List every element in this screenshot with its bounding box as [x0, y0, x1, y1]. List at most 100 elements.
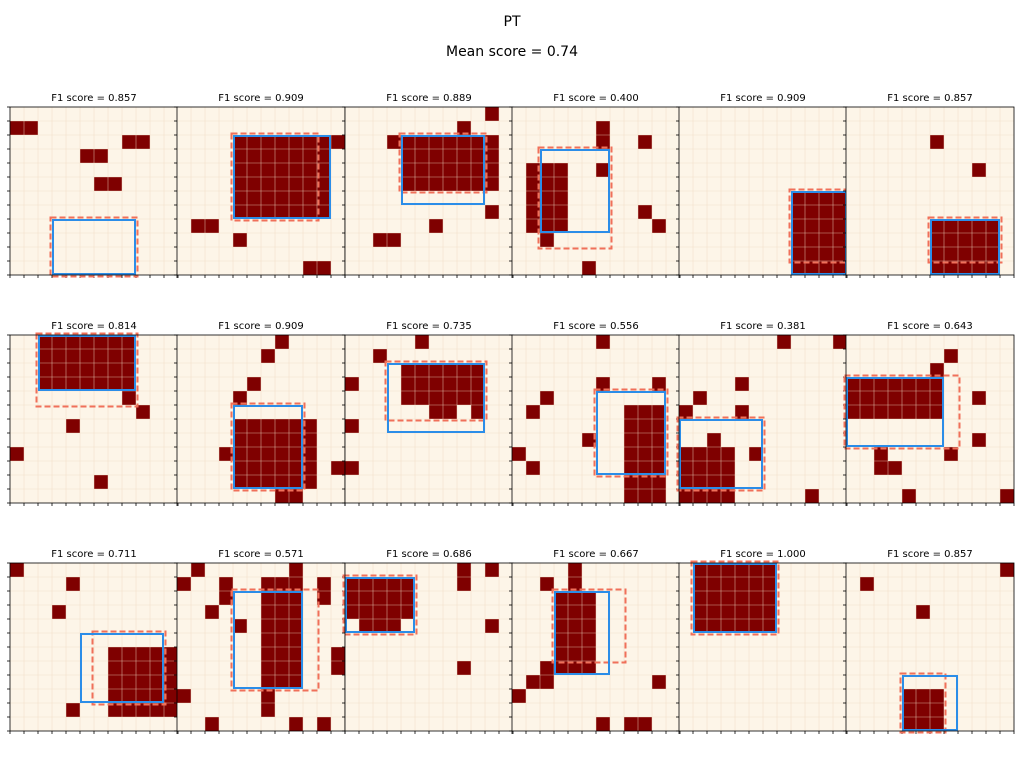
heatmap-panel — [342, 562, 514, 734]
filled-cell-block — [526, 461, 540, 475]
filled-cell-block — [359, 619, 401, 633]
filled-cell-block — [289, 675, 303, 689]
ground-truth-box — [384, 360, 488, 422]
filled-cell-block — [582, 261, 596, 275]
filled-cell-block — [972, 433, 986, 447]
filled-cell-block — [679, 405, 693, 419]
filled-cell-block — [345, 377, 359, 391]
filled-cell-block — [457, 121, 471, 135]
ground-truth-box — [91, 630, 167, 706]
filled-cell-block — [652, 377, 666, 391]
filled-cell-block — [972, 163, 986, 177]
filled-cell-block — [930, 135, 944, 149]
filled-cell-block — [1000, 489, 1014, 503]
filled-cell-block — [177, 577, 191, 591]
ground-truth-box — [49, 216, 139, 278]
filled-cell-block — [540, 577, 554, 591]
filled-cell-block — [596, 335, 610, 349]
filled-cell-block — [261, 349, 275, 363]
panel-title: F1 score = 0.857 — [51, 93, 137, 104]
filled-cell-block — [289, 717, 303, 731]
filled-cell-block — [624, 405, 666, 503]
panel-title: F1 score = 0.857 — [887, 549, 973, 560]
panel-title: F1 score = 0.686 — [386, 549, 472, 560]
filled-cell-block — [233, 391, 247, 405]
heatmap-panel — [342, 334, 514, 506]
predicted-box — [52, 219, 136, 275]
filled-cell-block — [247, 377, 261, 391]
panel-title: F1 score = 0.889 — [386, 93, 472, 104]
filled-cell-block — [735, 405, 749, 419]
predicted-box — [540, 149, 610, 233]
filled-cell-block — [1000, 563, 1014, 577]
ground-truth-box — [593, 388, 669, 478]
heatmap-panel — [676, 334, 848, 506]
figure-title: PT — [503, 14, 521, 30]
ground-truth-box — [35, 332, 139, 408]
filled-cell-block — [485, 107, 499, 121]
filled-cell-block — [526, 163, 568, 233]
predicted-box — [596, 391, 666, 475]
filled-cell-block — [582, 433, 596, 447]
filled-cell-block — [429, 219, 443, 233]
filled-cell-block — [582, 605, 596, 619]
filled-cell-block — [596, 717, 610, 731]
filled-cell-block — [596, 163, 610, 177]
filled-cell-block — [638, 205, 652, 219]
filled-cell-block — [944, 447, 958, 461]
heatmap-panel — [676, 106, 850, 278]
heatmap-panel — [174, 334, 346, 506]
filled-cell-block — [860, 577, 874, 591]
panel-title: F1 score = 0.381 — [720, 321, 806, 332]
filled-cell-block — [10, 447, 24, 461]
heatmap-panel — [843, 562, 1015, 734]
filled-cell-block — [275, 335, 289, 349]
predicted-box — [38, 335, 136, 391]
ground-truth-box — [899, 672, 947, 734]
predicted-box — [693, 563, 777, 633]
figure-subtitle: Mean score = 0.74 — [445, 44, 578, 60]
filled-cell-block — [777, 335, 791, 349]
filled-cell-block — [749, 447, 763, 461]
filled-cell-block — [233, 619, 247, 633]
filled-cell-block — [540, 233, 554, 247]
panel-title: F1 score = 0.909 — [720, 93, 806, 104]
filled-cell-block — [972, 391, 986, 405]
panel-frame — [845, 334, 1015, 504]
panel-title: F1 score = 0.735 — [386, 321, 472, 332]
filled-cell-block — [693, 391, 707, 405]
filled-cell-block — [205, 605, 219, 619]
ground-truth-box — [398, 132, 488, 194]
predicted-box — [233, 591, 303, 689]
filled-cell-block — [512, 447, 526, 461]
filled-cell-block — [652, 675, 666, 689]
panel-title: F1 score = 0.571 — [218, 549, 304, 560]
predicted-box — [846, 377, 944, 447]
filled-cell-block — [10, 563, 24, 577]
filled-cell-block — [485, 563, 499, 577]
filled-cell-block — [930, 363, 944, 377]
ground-truth-box — [342, 574, 418, 636]
filled-cell-block — [679, 461, 693, 475]
predicted-box — [930, 219, 1000, 275]
panel-title: F1 score = 0.857 — [887, 93, 973, 104]
heatmap-panel — [7, 562, 179, 734]
filled-cell-block — [66, 577, 80, 591]
predicted-box — [345, 577, 415, 633]
predicted-box — [902, 675, 958, 731]
heatmap-panel — [509, 334, 681, 506]
panel-title: F1 score = 0.556 — [553, 321, 639, 332]
filled-cell-block — [457, 661, 471, 675]
panel-title: F1 score = 1.000 — [720, 549, 806, 560]
filled-cell-block — [66, 419, 80, 433]
filled-cell-block — [916, 605, 930, 619]
ground-truth-box — [230, 588, 320, 692]
filled-cell-block — [177, 689, 191, 703]
panel-title: F1 score = 0.667 — [553, 549, 639, 560]
filled-cell-block — [331, 461, 345, 475]
ground-truth-box — [843, 374, 961, 450]
filled-cell-block — [317, 717, 331, 731]
ground-truth-box — [537, 146, 613, 250]
heatmap-panel — [509, 562, 681, 734]
